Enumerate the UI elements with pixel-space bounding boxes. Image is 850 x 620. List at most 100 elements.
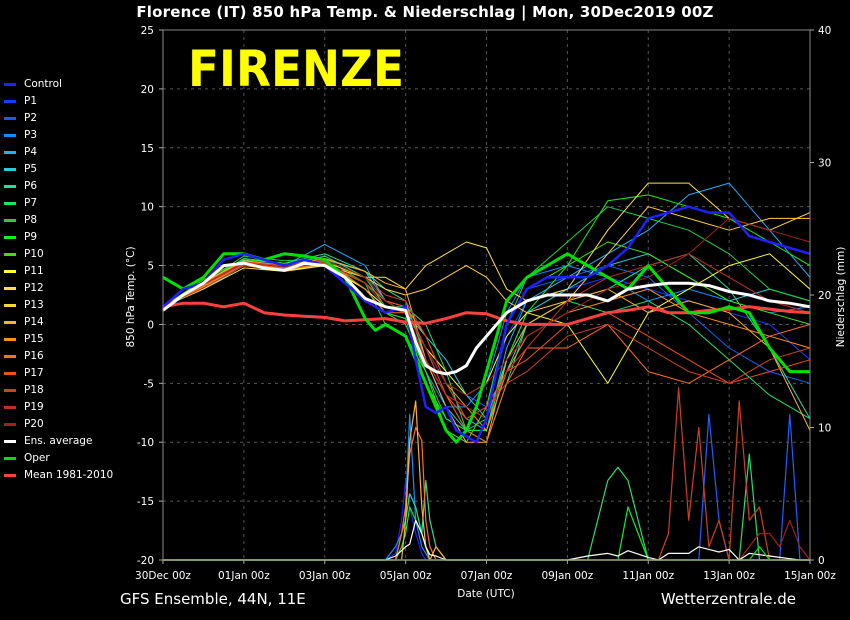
y-axis-ticks: -20 -15 -10 -5 0 5 10 15 20 25 xyxy=(137,25,163,567)
legend-label: Mean 1981-2010 xyxy=(24,469,114,481)
legend-swatch xyxy=(4,134,16,137)
legend-item: P6 xyxy=(4,178,113,195)
legend-item: P13 xyxy=(4,297,113,314)
legend-label: P6 xyxy=(24,180,38,192)
legend-label: P18 xyxy=(24,384,44,396)
legend-label: P7 xyxy=(24,197,38,209)
legend-item: P10 xyxy=(4,246,113,263)
legend-label: P4 xyxy=(24,146,38,158)
legend-item: Ens. average xyxy=(4,433,113,450)
legend-item: P14 xyxy=(4,314,113,331)
x-axis-ticks: 30Dec 00z 01Jan 00z 03Jan 00z 05Jan 00z 07Ja… xyxy=(135,560,836,582)
legend-label: P15 xyxy=(24,333,44,345)
series-line-control xyxy=(162,205,811,444)
y2-tick-label: 40 xyxy=(818,25,831,37)
x-tick-label: 05Jan 00z xyxy=(380,570,432,582)
legend-item: P4 xyxy=(4,144,113,161)
legend-swatch xyxy=(4,151,16,154)
legend-label: P8 xyxy=(24,214,38,226)
legend-swatch xyxy=(4,117,16,120)
series-line-p10 xyxy=(162,241,811,443)
legend-item: P9 xyxy=(4,229,113,246)
legend-swatch xyxy=(4,372,16,375)
legend-label: P12 xyxy=(24,282,44,294)
legend-label: P2 xyxy=(24,112,38,124)
series-line-p18 xyxy=(162,259,811,420)
series-line-p12 xyxy=(162,182,811,308)
precip-series-line xyxy=(163,519,810,561)
legend-item: Control xyxy=(4,76,113,93)
y-tick-label: -10 xyxy=(137,437,154,449)
city-overlay-text: FIRENZE xyxy=(188,40,404,98)
legend-swatch xyxy=(4,321,16,324)
legend-item: P15 xyxy=(4,331,113,348)
legend-swatch xyxy=(4,287,16,290)
y2-tick-label: 0 xyxy=(818,555,825,567)
legend-item: P5 xyxy=(4,161,113,178)
legend-label: P17 xyxy=(24,367,44,379)
legend-item: P19 xyxy=(4,399,113,416)
x-tick-label: 13Jan 00z xyxy=(703,570,755,582)
legend-swatch xyxy=(4,270,16,273)
legend-item: P8 xyxy=(4,212,113,229)
grid-lines xyxy=(162,29,811,561)
legend-item: P16 xyxy=(4,348,113,365)
legend-swatch xyxy=(4,338,16,341)
legend-swatch xyxy=(4,83,16,86)
legend-swatch xyxy=(4,253,16,256)
y-axis-label: 850 hPa Temp. (°C) xyxy=(125,246,137,347)
legend-swatch xyxy=(4,219,16,222)
legend-swatch xyxy=(4,236,16,239)
legend-label: P10 xyxy=(24,248,44,260)
legend-item: P2 xyxy=(4,110,113,127)
legend-label: P11 xyxy=(24,265,44,277)
legend-item: Oper xyxy=(4,450,113,467)
series-line-mean-1981-2010 xyxy=(162,301,811,326)
legend-label: Control xyxy=(24,78,62,90)
legend-item: P18 xyxy=(4,382,113,399)
legend-label: Ens. average xyxy=(24,435,93,447)
x-tick-label: 01Jan 00z xyxy=(218,570,270,582)
legend-item: P20 xyxy=(4,416,113,433)
source-credit: Wetterzentrale.de xyxy=(660,590,796,608)
legend-item: P11 xyxy=(4,263,113,280)
y-tick-label: 15 xyxy=(141,143,154,155)
legend-label: P16 xyxy=(24,350,44,362)
x-tick-label: 03Jan 00z xyxy=(299,570,351,582)
y-tick-label: -15 xyxy=(137,496,154,508)
legend-label: P19 xyxy=(24,401,44,413)
legend-swatch xyxy=(4,185,16,188)
legend-item: Mean 1981-2010 xyxy=(4,467,113,484)
legend-swatch xyxy=(4,202,16,205)
legend-swatch xyxy=(4,457,16,460)
series-line-oper xyxy=(162,252,810,444)
legend-item: P3 xyxy=(4,127,113,144)
legend-item: P17 xyxy=(4,365,113,382)
legend-label: P9 xyxy=(24,231,38,243)
legend-swatch xyxy=(4,440,16,443)
legend-label: P14 xyxy=(24,316,44,328)
y-tick-label: -5 xyxy=(144,378,154,390)
x-tick-label: 11Jan 00z xyxy=(622,570,674,582)
y2-axis-label: Niederschlag (mm) xyxy=(835,247,847,348)
y-tick-label: 10 xyxy=(141,202,154,214)
x-tick-label: 30Dec 00z xyxy=(135,570,191,582)
legend-item: P7 xyxy=(4,195,113,212)
legend-swatch xyxy=(4,100,16,103)
temperature-lines xyxy=(162,182,811,444)
legend-label: P5 xyxy=(24,163,38,175)
y2-tick-label: 20 xyxy=(818,290,831,302)
y2-axis-ticks: 0 10 20 30 40 xyxy=(810,25,831,567)
y-tick-label: 25 xyxy=(141,25,154,37)
legend-swatch xyxy=(4,389,16,392)
legend-label: Oper xyxy=(24,452,50,464)
precip-series-line xyxy=(163,519,811,561)
y2-tick-label: 30 xyxy=(818,158,831,170)
legend-label: P13 xyxy=(24,299,44,311)
legend-item: P12 xyxy=(4,280,113,297)
y-tick-label: 0 xyxy=(147,319,154,331)
legend-label: P20 xyxy=(24,418,44,430)
legend-swatch xyxy=(4,423,16,426)
legend: Control P1 P2 P3 P4 P5 P6 P7 P8 P9 P10 P11 P12 P13 P14… xyxy=(4,76,113,484)
